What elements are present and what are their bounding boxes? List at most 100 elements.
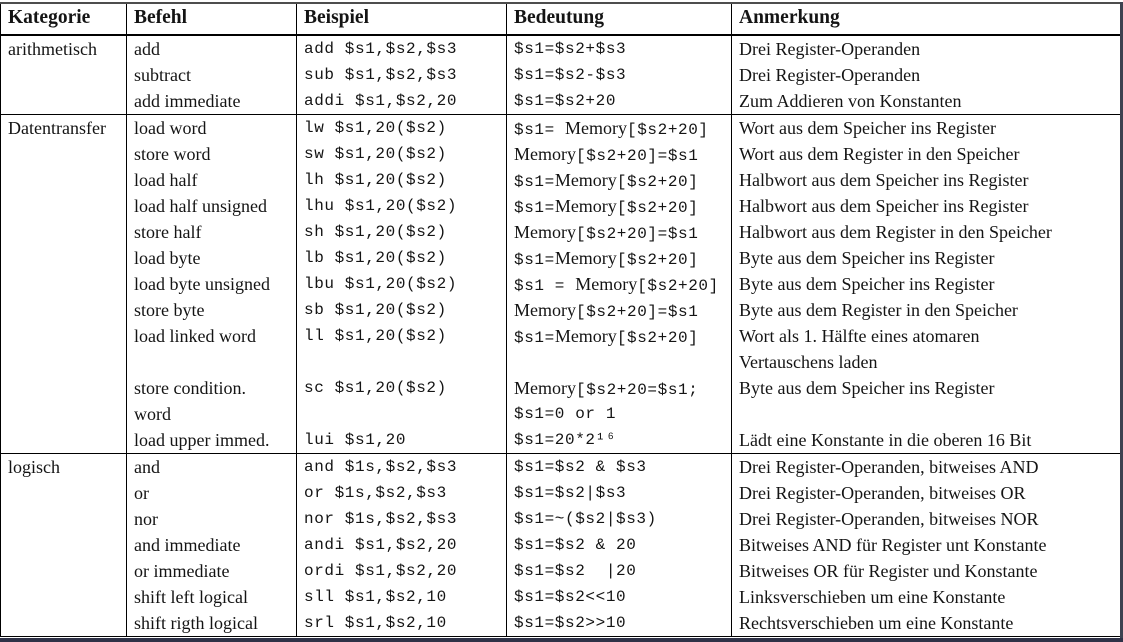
cell-befehl: load byte unsigned bbox=[126, 271, 297, 297]
cell-anmerkung: Wort aus dem Register in den Speicher bbox=[731, 141, 1121, 167]
frame-top-edge bbox=[0, 2, 1123, 4]
cell-beispiel: lhu $s1,20($s2) bbox=[296, 193, 507, 219]
table-header: Kategorie Befehl Beispiel Bedeutung Anme… bbox=[0, 2, 1121, 36]
cell-kategorie bbox=[1, 323, 127, 349]
cell-bedeutung: Memory[$s2+20]=$s1 bbox=[506, 297, 732, 323]
cell-anmerkung: Halbwort aus dem Speicher ins Register bbox=[731, 193, 1121, 219]
cell-anmerkung: Wort aus dem Speicher ins Register bbox=[731, 114, 1121, 141]
cell-bedeutung: $s1=Memory[$s2+20] bbox=[506, 167, 732, 193]
cell-befehl: word bbox=[126, 401, 297, 427]
cell-kategorie bbox=[1, 375, 127, 401]
table-row: store condition. sc $s1,20($s2) Memory[$s2… bbox=[1, 375, 1121, 401]
cell-anmerkung: Byte aus dem Speicher ins Register bbox=[731, 375, 1121, 401]
cell-anmerkung: Vertauschens laden bbox=[731, 349, 1121, 375]
table-row: load byte lb $s1,20($s2) $s1=Memory[$s2+20… bbox=[1, 245, 1121, 271]
cell-beispiel: sw $s1,20($s2) bbox=[296, 141, 507, 167]
cell-bedeutung: $s1=$s2 & 20 bbox=[506, 532, 732, 558]
table-row: store half sh $s1,20($s2) Memory[$s2+20]=$… bbox=[1, 219, 1121, 245]
cell-anmerkung: Zum Addieren von Konstanten bbox=[731, 88, 1121, 115]
column-header-befehl: Befehl bbox=[126, 2, 297, 36]
cell-bedeutung: $s1=0 or 1 bbox=[506, 401, 732, 427]
cell-anmerkung: Drei Register-Operanden bbox=[731, 35, 1121, 62]
cell-befehl: add bbox=[126, 35, 297, 62]
cell-befehl: or bbox=[126, 480, 297, 506]
column-header-anmerkung: Anmerkung bbox=[731, 2, 1121, 36]
cell-befehl: load word bbox=[126, 114, 297, 141]
cell-beispiel: lw $s1,20($s2) bbox=[296, 114, 507, 141]
table-row: load half lh $s1,20($s2) $s1=Memory[$s2+20… bbox=[1, 167, 1121, 193]
cell-beispiel: andi $s1,$s2,20 bbox=[296, 532, 507, 558]
table-row: subtract sub $s1,$s2,$s3 $s1=$s2-$s3 Drei R… bbox=[1, 62, 1121, 88]
cell-befehl: subtract bbox=[126, 62, 297, 88]
cell-beispiel: sll $s1,$s2,10 bbox=[296, 584, 507, 610]
cell-anmerkung: Wort als 1. Hälfte eines atomaren bbox=[731, 323, 1121, 349]
table-row: load byte unsigned lbu $s1,20($s2) $s1 = M… bbox=[1, 271, 1121, 297]
cell-kategorie bbox=[1, 480, 127, 506]
table-row: Vertauschens laden bbox=[1, 349, 1121, 375]
cell-beispiel: and $1s,$s2,$s3 bbox=[296, 453, 507, 480]
cell-kategorie bbox=[1, 584, 127, 610]
table-row: arithmetisch add add $s1,$s2,$s3 $s1=$s2+$s… bbox=[1, 35, 1121, 62]
cell-kategorie bbox=[1, 610, 127, 637]
cell-anmerkung: Halbwort aus dem Register in den Speiche… bbox=[731, 219, 1121, 245]
column-header-bedeutung: Bedeutung bbox=[506, 2, 732, 36]
table-row: shift rigth logical srl $s1,$s2,10 $s1=$s2… bbox=[1, 610, 1121, 637]
cell-anmerkung: Byte aus dem Speicher ins Register bbox=[731, 245, 1121, 271]
cell-kategorie bbox=[1, 219, 127, 245]
cell-anmerkung: Drei Register-Operanden, bitweises AND bbox=[731, 453, 1121, 480]
cell-befehl: add immediate bbox=[126, 88, 297, 115]
cell-anmerkung: Drei Register-Operanden, bitweises OR bbox=[731, 480, 1121, 506]
cell-anmerkung: Rechtsverschieben um eine Konstante bbox=[731, 610, 1121, 637]
frame-right-edge bbox=[1120, 2, 1123, 642]
cell-befehl: shift rigth logical bbox=[126, 610, 297, 637]
cell-bedeutung: $s1=$s2 |20 bbox=[506, 558, 732, 584]
table-row: nor nor $1s,$s2,$s3 $s1=~($s2|$s3) Drei Reg… bbox=[1, 506, 1121, 532]
cell-kategorie bbox=[1, 427, 127, 454]
cell-bedeutung: $s1=Memory[$s2+20] bbox=[506, 323, 732, 349]
table-row: load linked word ll $s1,20($s2) $s1=Memory… bbox=[1, 323, 1121, 349]
cell-bedeutung: Memory[$s2+20]=$s1 bbox=[506, 141, 732, 167]
cell-kategorie bbox=[1, 349, 127, 375]
cell-kategorie bbox=[1, 532, 127, 558]
cell-befehl: and immediate bbox=[126, 532, 297, 558]
cell-kategorie bbox=[1, 141, 127, 167]
cell-befehl: shift left logical bbox=[126, 584, 297, 610]
table-row: word $s1=0 or 1 bbox=[1, 401, 1121, 427]
cell-beispiel: ordi $s1,$s2,20 bbox=[296, 558, 507, 584]
cell-bedeutung: $s1=$s2-$s3 bbox=[506, 62, 732, 88]
cell-bedeutung: $s1=~($s2|$s3) bbox=[506, 506, 732, 532]
cell-beispiel: sb $s1,20($s2) bbox=[296, 297, 507, 323]
table-row: store byte sb $s1,20($s2) Memory[$s2+20]=$… bbox=[1, 297, 1121, 323]
cell-beispiel: srl $s1,$s2,10 bbox=[296, 610, 507, 637]
cell-bedeutung: $s1=$s2+$s3 bbox=[506, 35, 732, 62]
cell-bedeutung: $s1=$s2|$s3 bbox=[506, 480, 732, 506]
cell-befehl: load upper immed. bbox=[126, 427, 297, 454]
cell-bedeutung: $s1=$s2>>10 bbox=[506, 610, 732, 637]
cell-bedeutung: $s1=Memory[$s2+20] bbox=[506, 245, 732, 271]
cell-anmerkung: Halbwort aus dem Speicher ins Register bbox=[731, 167, 1121, 193]
cell-kategorie bbox=[1, 193, 127, 219]
cell-befehl: store word bbox=[126, 141, 297, 167]
cell-befehl: store byte bbox=[126, 297, 297, 323]
cell-bedeutung: $s1 = Memory[$s2+20] bbox=[506, 271, 732, 297]
table-body: arithmetisch add add $s1,$s2,$s3 $s1=$s2+$s… bbox=[0, 35, 1121, 637]
cell-bedeutung: $s1=$s2+20 bbox=[506, 88, 732, 115]
table-row: store word sw $s1,20($s2) Memory[$s2+20]=$… bbox=[1, 141, 1121, 167]
table-row: load half unsigned lhu $s1,20($s2) $s1=Mem… bbox=[1, 193, 1121, 219]
table-row: and immediate andi $s1,$s2,20 $s1=$s2 & 20… bbox=[1, 532, 1121, 558]
cell-beispiel: add $s1,$s2,$s3 bbox=[296, 35, 507, 62]
header-row: Kategorie Befehl Beispiel Bedeutung Anme… bbox=[0, 2, 1121, 36]
cell-kategorie bbox=[1, 167, 127, 193]
cell-beispiel: ll $s1,20($s2) bbox=[296, 323, 507, 349]
column-header-beispiel: Beispiel bbox=[296, 2, 507, 36]
table-row: Datentransfer load word lw $s1,20($s2) $s1=… bbox=[0, 114, 1121, 141]
cell-beispiel: sc $s1,20($s2) bbox=[296, 375, 507, 401]
cell-beispiel: lui $s1,20 bbox=[296, 427, 507, 454]
cell-befehl: nor bbox=[126, 506, 297, 532]
cell-befehl: and bbox=[126, 453, 297, 480]
cell-beispiel: sh $s1,20($s2) bbox=[296, 219, 507, 245]
cell-anmerkung: Lädt eine Konstante in die oberen 16 Bit bbox=[731, 427, 1121, 454]
cell-beispiel: nor $1s,$s2,$s3 bbox=[296, 506, 507, 532]
frame-bottom-edge bbox=[0, 638, 1123, 642]
